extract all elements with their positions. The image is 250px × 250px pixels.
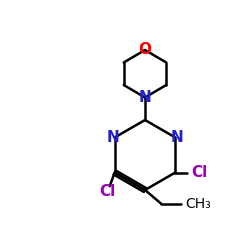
Text: Cl: Cl	[192, 165, 208, 180]
Text: N: N	[170, 130, 183, 145]
Text: N: N	[138, 90, 151, 105]
Text: O: O	[138, 42, 151, 58]
Text: Cl: Cl	[99, 184, 115, 199]
Text: CH₃: CH₃	[185, 197, 211, 211]
Text: N: N	[107, 130, 120, 145]
